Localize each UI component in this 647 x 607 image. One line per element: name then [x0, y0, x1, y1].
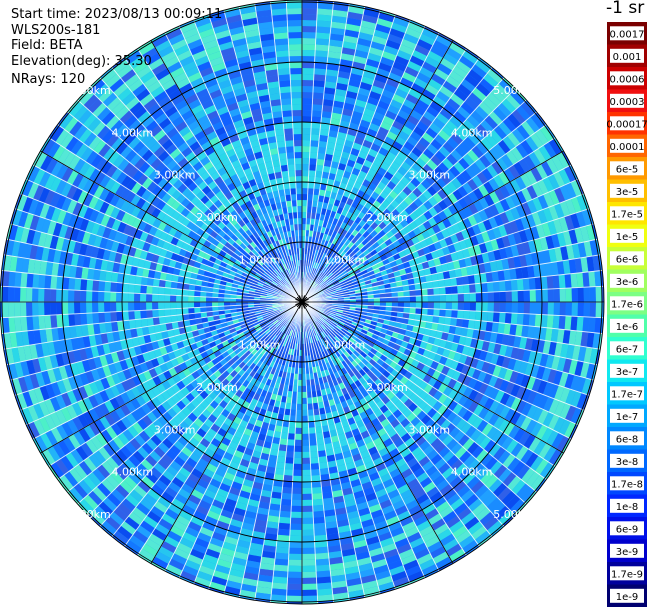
range-ring-label: 4.00km: [112, 466, 154, 479]
range-ring-label: 2.00km: [366, 211, 408, 224]
colorbar-label: 0.0001: [610, 142, 645, 153]
colorbar-label: 3e-9: [616, 547, 639, 558]
colorbar-label: 1.7e-6: [611, 299, 643, 310]
colorbar-label: 1e-7: [616, 412, 639, 423]
range-ring-label: 3.00km: [154, 423, 196, 436]
nrays-label: NRays: 120: [11, 72, 85, 87]
instrument-label: WLS200s-181: [11, 23, 100, 38]
colorbar-label: 1.7e-7: [611, 389, 643, 400]
colorbar-label: 3e-8: [616, 457, 639, 468]
range-ring-label: 1.00km: [239, 254, 281, 267]
range-ring-label: 5.00km: [69, 508, 111, 521]
range-ring-label: 3.00km: [154, 169, 196, 182]
colorbar-label: 6e-6: [616, 254, 639, 265]
range-ring-label: 4.00km: [112, 126, 154, 139]
range-ring-label: 2.00km: [196, 211, 238, 224]
colorbar-label: 0.001: [613, 52, 642, 63]
colorbar-label: 1.7e-5: [611, 209, 643, 220]
colorbar-label: 3e-5: [616, 187, 639, 198]
range-ring-label: 2.00km: [196, 381, 238, 394]
colorbar-label: 3e-7: [616, 367, 639, 378]
colorbar-label: 1e-6: [616, 322, 639, 333]
range-ring-label: 1.00km: [324, 338, 366, 351]
range-ring-label: 4.00km: [451, 126, 493, 139]
colorbar-label: 3e-6: [616, 277, 639, 288]
colorbar-label: 1.7e-9: [611, 569, 643, 580]
elevation-label: Elevation(deg): 35.30: [11, 54, 152, 69]
colorbar-label: 6e-9: [616, 524, 639, 535]
colorbar-label: 0.0017: [610, 29, 645, 40]
range-ring-label: 5.00km: [493, 508, 535, 521]
range-ring-label: 1.00km: [324, 254, 366, 267]
colorbar-label: 6e-7: [616, 344, 639, 355]
colorbar: 0.0017 0.001 0.0006 0.0003 0.00017 0.0001 6e-5…: [607, 22, 647, 607]
range-ring-label: 3.00km: [409, 169, 451, 182]
colorbar-label: 1e-8: [616, 502, 639, 513]
range-ring-label: 5.00km: [493, 84, 535, 97]
colorbar-label: 6e-8: [616, 434, 639, 445]
colorbar-label: 1.7e-8: [611, 479, 643, 490]
radar-origin-marker: [295, 295, 309, 309]
colorbar-label: 1e-9: [616, 592, 639, 603]
range-ring-label: 4.00km: [451, 466, 493, 479]
field-label: Field: BETA: [11, 38, 82, 53]
range-ring-label: 3.00km: [409, 423, 451, 436]
colorbar-label: 0.0006: [610, 74, 645, 85]
range-ring-label: 1.00km: [239, 338, 281, 351]
colorbar-label: 6e-5: [616, 164, 639, 175]
start-time-label: Start time: 2023/08/13 00:09:11: [11, 7, 222, 22]
colorbar-label: 1e-5: [616, 232, 639, 243]
range-ring-label: 2.00km: [366, 381, 408, 394]
colorbar-label: 0.00017: [607, 119, 647, 130]
colorbar-units-label: -1 sr: [606, 0, 644, 18]
colorbar-label: 0.0003: [610, 97, 645, 108]
